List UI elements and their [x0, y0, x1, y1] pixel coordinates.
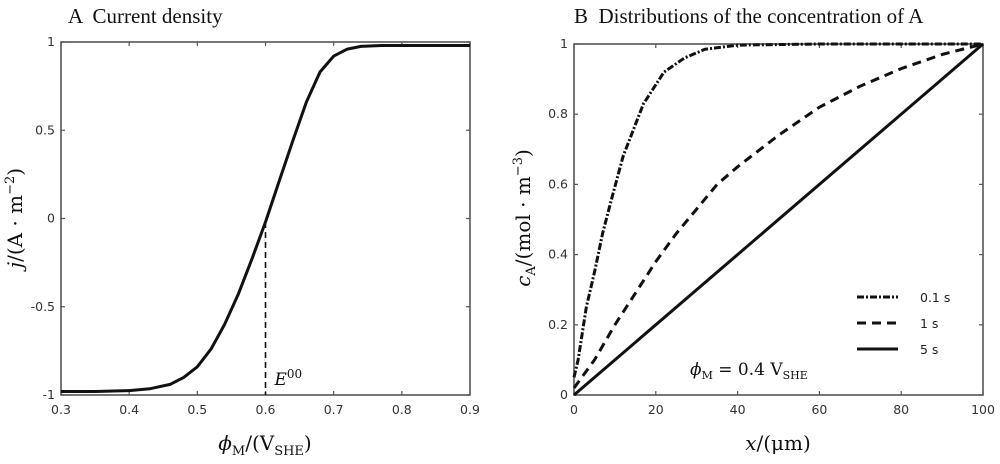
- y-tick-label: -1: [43, 387, 55, 402]
- panel-b-y-tick-labels: 0 0.2 0.4 0.6 0.8 1: [548, 36, 568, 402]
- bx-label-x: x: [745, 431, 756, 455]
- bx-label-end: /(μm): [756, 431, 810, 455]
- panel-a-y-tick-labels: -1 -0.5 0 0.5 1: [31, 34, 55, 402]
- e00-superscript: 00: [287, 367, 302, 381]
- panel-a-ticks: [60, 41, 471, 396]
- series-line-0-1-s: [572, 42, 983, 378]
- panel-b-title: B Distributions of the concentration of …: [574, 4, 924, 28]
- y-tick-label: 0.6: [548, 176, 568, 191]
- y-tick-label: 1: [560, 36, 568, 51]
- panel-b-y-axis-label: cA/(mol · m−3): [511, 149, 539, 287]
- x-tick-label: 0.4: [119, 402, 139, 417]
- panel-b-plot-frame: [573, 43, 984, 396]
- by-label-sub: A: [524, 266, 539, 277]
- x-tick-label: 0.7: [324, 402, 344, 417]
- annot-sub-m: M: [702, 369, 713, 382]
- x-tick-label: 0.5: [187, 402, 207, 417]
- e00-main: E: [274, 370, 288, 390]
- y-tick-label: 0.5: [35, 122, 55, 137]
- x-tick-label: 40: [730, 402, 746, 417]
- y-tick-label: 1: [47, 34, 55, 49]
- y-tick-label: 0.4: [548, 247, 568, 262]
- y-tick-label: -0.5: [31, 299, 55, 314]
- legend-label: 0.1 s: [920, 290, 950, 305]
- phi-m-annotation: ϕM = 0.4 VSHE: [690, 360, 808, 382]
- x-label-phi: ϕ: [218, 431, 232, 455]
- panel-a-current-density: A Current density 0.3 0.4 0.5 0.6 0.7 0.8 0.9 …: [3, 4, 480, 459]
- y-label-end: ): [3, 168, 27, 176]
- y-tick-label: 0: [560, 387, 568, 402]
- by-label-end: ): [511, 149, 535, 157]
- x-tick-label: 60: [811, 402, 827, 417]
- x-tick-label: 80: [893, 402, 909, 417]
- y-label-j: j: [3, 262, 27, 272]
- x-tick-label: 0.9: [460, 402, 480, 417]
- annot-sub-she: SHE: [783, 369, 808, 382]
- panel-a-x-axis-label: ϕM/(VSHE): [218, 431, 311, 459]
- x-tick-label: 0.6: [256, 402, 276, 417]
- legend-label: 1 s: [920, 316, 938, 331]
- y-label-mid: /(A · m: [3, 195, 27, 262]
- e00-annotation: E00: [274, 367, 303, 390]
- x-label-sub-m: M: [232, 444, 245, 459]
- series-line-5-s: [573, 42, 984, 397]
- x-tick-label: 100: [971, 402, 995, 417]
- legend-label: 5 s: [920, 342, 938, 357]
- panel-a-title: A Current density: [68, 4, 223, 28]
- series-line-1-s: [572, 42, 984, 389]
- panel-a-y-axis-label: j/(A · m−2): [3, 168, 27, 272]
- annot-phi: ϕ: [690, 360, 702, 380]
- panel-b-concentration: B Distributions of the concentration of …: [511, 4, 995, 455]
- x-tick-label: 0.8: [392, 402, 412, 417]
- x-tick-label: 0: [570, 402, 578, 417]
- y-tick-label: 0.2: [548, 317, 568, 332]
- by-label-c: c: [511, 276, 535, 287]
- panel-b-x-axis-label: x/(μm): [745, 431, 811, 455]
- by-label-mid: /(mol · m: [511, 176, 535, 266]
- y-label-sup: −2: [3, 176, 18, 195]
- series-line-j: [61, 44, 470, 393]
- x-label-end: ): [304, 431, 312, 455]
- panel-a-x-tick-labels: 0.3 0.4 0.5 0.6 0.7 0.8 0.9: [51, 402, 480, 417]
- x-label-mid: /(V: [245, 431, 275, 455]
- by-label-sup: −3: [511, 157, 526, 176]
- panel-b-x-tick-labels: 0 20 40 60 80 100: [570, 402, 995, 417]
- annot-mid: = 0.4 V: [713, 360, 783, 380]
- y-tick-label: 0: [47, 211, 55, 226]
- panel-b-series: [572, 42, 984, 397]
- panel-b-legend: 0.1 s 1 s 5 s: [857, 290, 950, 357]
- x-tick-label: 0.3: [51, 402, 71, 417]
- x-tick-label: 20: [648, 402, 664, 417]
- panel-a-series: [61, 44, 470, 393]
- y-tick-label: 0.8: [548, 106, 568, 121]
- x-label-sub-she: SHE: [274, 444, 304, 459]
